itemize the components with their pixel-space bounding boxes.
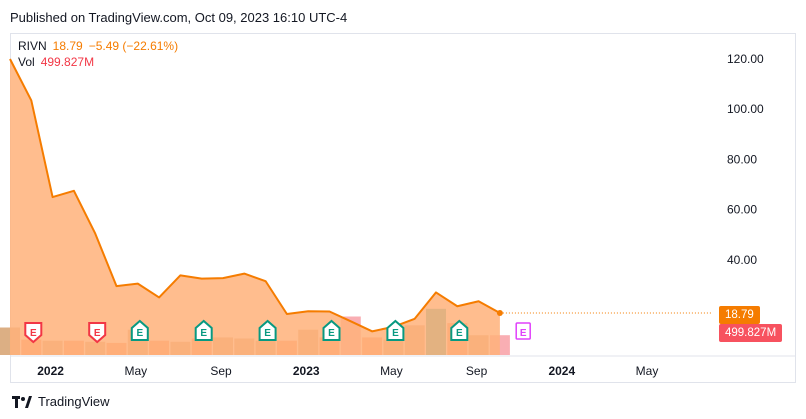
y-tick-label: 120.00 (727, 52, 764, 66)
x-tick-label: May (124, 364, 147, 378)
earnings-marker: E (130, 319, 149, 341)
x-tick-label: 2022 (37, 364, 64, 378)
earnings-marker-label: E (30, 328, 37, 339)
axes: 120.00 100.00 80.00 60.00 40.00 2022 May Sep 202… (10, 52, 796, 378)
price-line-path (9, 58, 501, 333)
y-tick-label: 100.00 (727, 102, 764, 116)
y-tick-label: 80.00 (727, 152, 757, 166)
earnings-marker-shape (322, 319, 341, 341)
earnings-marker: E (322, 319, 341, 341)
earnings-marker-box (515, 322, 531, 340)
legend-vol-value: 499.827M (40, 55, 95, 69)
earnings-marker-label: E (328, 328, 335, 339)
earnings-marker-label: E (94, 328, 101, 339)
earnings-marker-label: E (520, 328, 527, 339)
earnings-marker-shape (258, 319, 277, 341)
earnings-marker-label: E (456, 328, 463, 339)
chart-legend: RIVN 18.79 −5.49 (−22.61%) Vol 499.827M (18, 38, 184, 70)
earnings-marker: E (515, 322, 531, 340)
earnings-marker: E (258, 319, 277, 341)
earnings-marker-shape (88, 322, 107, 344)
earnings-marker: E (194, 319, 213, 341)
earnings-marker-label: E (264, 328, 271, 339)
x-tick-label: May (380, 364, 403, 378)
earnings-marker-shape (194, 319, 213, 341)
x-tick-label: Sep (466, 364, 488, 378)
legend-symbol[interactable]: RIVN (18, 39, 47, 53)
footer-brand[interactable]: TradingView (12, 394, 110, 409)
tradingview-logo-icon (12, 395, 32, 408)
x-tick-label: 2023 (293, 364, 320, 378)
last-price-badge: 18.79 (719, 306, 760, 324)
y-tick-label: 40.00 (727, 253, 757, 267)
earnings-marker-label: E (392, 328, 399, 339)
legend-vol-label[interactable]: Vol (18, 55, 35, 69)
y-tick-label: 60.00 (727, 203, 757, 217)
earnings-marker-label: E (136, 328, 143, 339)
earnings-marker-shape (24, 322, 43, 344)
earnings-marker: E (450, 319, 469, 341)
x-tick-label: May (636, 364, 659, 378)
legend-price: 18.79 (52, 39, 83, 53)
last-volume-badge: 499.827M (719, 324, 783, 342)
earnings-marker: E (386, 319, 405, 341)
price-area (10, 59, 500, 355)
price-area-fill (10, 59, 500, 355)
footer-brand-text: TradingView (38, 394, 110, 409)
x-tick-label: 2024 (548, 364, 575, 378)
earnings-marker: E (88, 322, 107, 344)
legend-change: −5.49 (−22.61%) (88, 39, 179, 53)
x-tick-label: Sep (210, 364, 232, 378)
earnings-marker-shape (386, 319, 405, 341)
earnings-marker-shape (450, 319, 469, 341)
earnings-marker: E (24, 322, 43, 344)
earnings-marker-shape (130, 319, 149, 341)
earnings-marker-label: E (200, 328, 207, 339)
price-line (9, 58, 712, 333)
published-header: Published on TradingView.com, Oct 09, 20… (10, 10, 348, 25)
